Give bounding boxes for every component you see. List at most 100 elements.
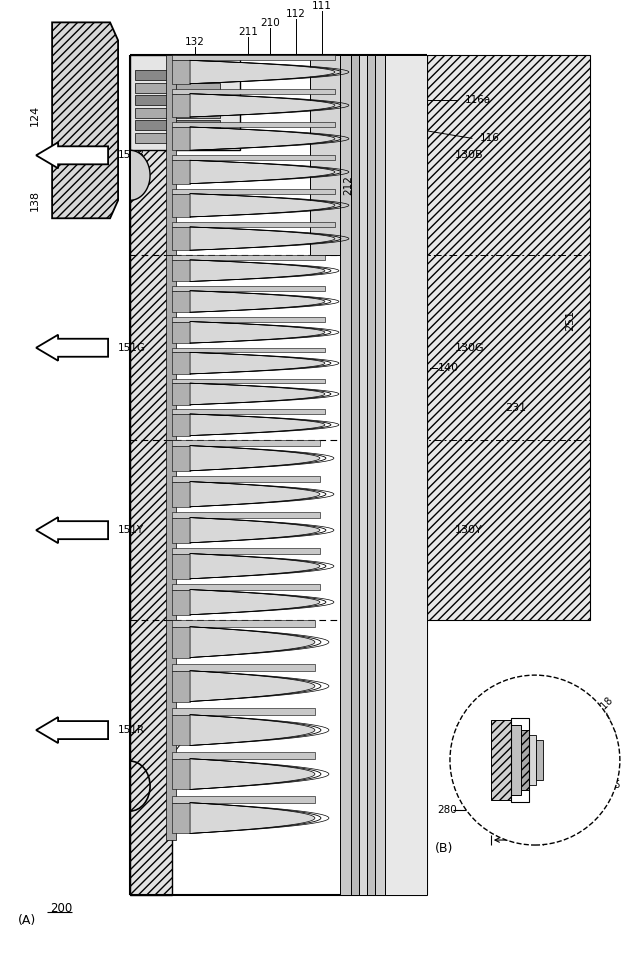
Polygon shape xyxy=(172,259,190,282)
Text: 151G: 151G xyxy=(118,343,146,353)
Text: (B): (B) xyxy=(435,842,453,854)
Polygon shape xyxy=(172,752,315,758)
Polygon shape xyxy=(172,584,320,589)
Polygon shape xyxy=(172,796,315,802)
Polygon shape xyxy=(529,735,536,785)
Polygon shape xyxy=(172,758,190,790)
Polygon shape xyxy=(521,730,529,790)
Polygon shape xyxy=(172,379,325,383)
Polygon shape xyxy=(172,127,190,150)
Text: 210: 210 xyxy=(260,18,280,29)
Text: (A): (A) xyxy=(18,914,36,926)
Polygon shape xyxy=(351,56,359,895)
Text: 111: 111 xyxy=(312,1,332,12)
Polygon shape xyxy=(172,664,315,671)
Text: 151B: 151B xyxy=(118,150,145,160)
Polygon shape xyxy=(172,122,335,127)
Polygon shape xyxy=(190,61,335,84)
Text: 132: 132 xyxy=(185,37,205,47)
Text: 231: 231 xyxy=(505,403,526,412)
Polygon shape xyxy=(166,256,176,440)
Polygon shape xyxy=(190,93,335,117)
Polygon shape xyxy=(511,726,521,795)
Text: t: t xyxy=(516,820,520,830)
Polygon shape xyxy=(190,227,335,250)
Polygon shape xyxy=(172,477,320,481)
Polygon shape xyxy=(172,227,190,250)
Text: 280: 280 xyxy=(437,805,457,815)
Polygon shape xyxy=(172,554,190,579)
FancyArrow shape xyxy=(36,717,108,743)
Polygon shape xyxy=(172,548,320,554)
Polygon shape xyxy=(190,322,325,343)
Polygon shape xyxy=(135,70,220,81)
Polygon shape xyxy=(190,259,325,282)
Polygon shape xyxy=(190,589,320,615)
Text: 138: 138 xyxy=(30,189,40,210)
Polygon shape xyxy=(172,88,335,93)
Polygon shape xyxy=(172,56,335,61)
FancyArrow shape xyxy=(36,142,108,168)
Polygon shape xyxy=(166,56,176,256)
Polygon shape xyxy=(135,120,220,131)
Polygon shape xyxy=(130,150,150,200)
Polygon shape xyxy=(172,481,190,506)
Text: 118: 118 xyxy=(595,694,615,714)
Polygon shape xyxy=(172,353,190,374)
Polygon shape xyxy=(340,56,351,895)
Polygon shape xyxy=(367,56,375,895)
Text: 212: 212 xyxy=(343,175,353,195)
Polygon shape xyxy=(172,317,325,322)
Text: 130R: 130R xyxy=(455,726,484,735)
Polygon shape xyxy=(135,134,220,143)
Polygon shape xyxy=(190,627,315,657)
Polygon shape xyxy=(190,518,320,543)
Polygon shape xyxy=(172,193,190,217)
Text: d: d xyxy=(548,835,554,845)
FancyArrow shape xyxy=(36,517,108,543)
Text: 130Y: 130Y xyxy=(455,525,483,535)
Polygon shape xyxy=(190,160,335,184)
Polygon shape xyxy=(190,481,320,506)
Polygon shape xyxy=(172,802,190,833)
Polygon shape xyxy=(135,95,220,106)
Polygon shape xyxy=(172,589,190,615)
Text: 115: 115 xyxy=(603,780,621,790)
Polygon shape xyxy=(172,160,190,184)
Polygon shape xyxy=(491,720,511,801)
Text: 115a: 115a xyxy=(595,745,620,769)
Polygon shape xyxy=(172,291,190,312)
Text: 125: 125 xyxy=(463,751,481,760)
Text: 151R: 151R xyxy=(118,726,145,735)
Polygon shape xyxy=(172,708,315,715)
Polygon shape xyxy=(172,446,190,471)
Polygon shape xyxy=(130,56,240,150)
Polygon shape xyxy=(172,715,190,746)
Polygon shape xyxy=(190,414,325,435)
Polygon shape xyxy=(172,286,325,291)
Polygon shape xyxy=(190,127,335,150)
Polygon shape xyxy=(172,414,190,435)
Polygon shape xyxy=(172,156,335,160)
Polygon shape xyxy=(130,56,172,895)
Polygon shape xyxy=(135,84,220,93)
Polygon shape xyxy=(385,56,427,895)
Polygon shape xyxy=(359,56,367,895)
Polygon shape xyxy=(190,715,315,746)
Polygon shape xyxy=(172,348,325,353)
Polygon shape xyxy=(190,383,325,405)
Polygon shape xyxy=(172,671,190,702)
Polygon shape xyxy=(172,518,190,543)
Polygon shape xyxy=(172,188,335,193)
Text: 211: 211 xyxy=(238,27,258,37)
Polygon shape xyxy=(172,627,190,657)
Text: 130G: 130G xyxy=(455,343,484,353)
Polygon shape xyxy=(190,446,320,471)
Polygon shape xyxy=(52,22,118,218)
FancyArrow shape xyxy=(36,334,108,360)
Polygon shape xyxy=(166,620,176,840)
Circle shape xyxy=(450,676,620,845)
Polygon shape xyxy=(190,671,315,702)
Text: 116: 116 xyxy=(480,134,500,143)
Polygon shape xyxy=(172,322,190,343)
